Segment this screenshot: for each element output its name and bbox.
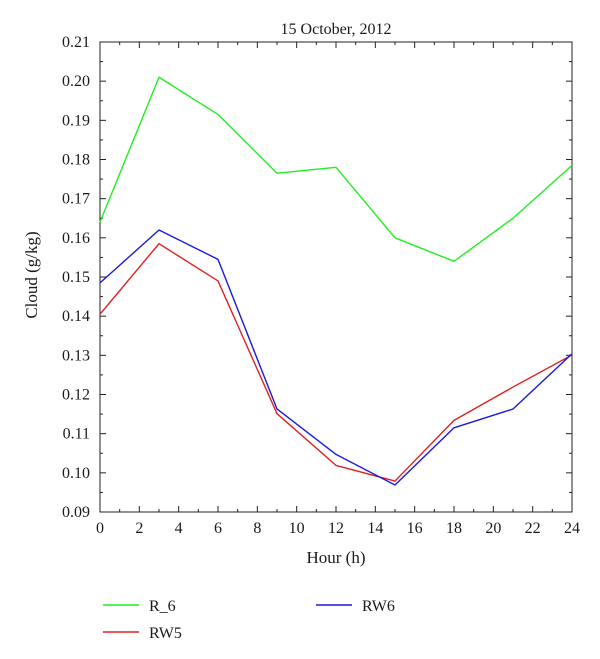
series-line-r-6 <box>99 76 573 263</box>
axes: 0 2 4 6 8 10 12 14 16 18 20 22 240.090.100.110.120.1… <box>62 34 580 537</box>
x-tick-label: 4 <box>175 520 183 537</box>
legend-label-r-6: R_6 <box>149 598 176 615</box>
y-tick-label: 0.11 <box>63 426 90 443</box>
y-tick-label: 0.13 <box>62 347 90 364</box>
y-tick-label: 0.20 <box>62 73 90 90</box>
x-tick-label: 6 <box>214 520 222 537</box>
x-tick-label: 2 <box>135 520 143 537</box>
y-tick-label: 0.15 <box>62 269 90 286</box>
series-line-rw5 <box>99 243 573 482</box>
x-tick-label: 10 <box>289 520 305 537</box>
y-tick-label: 0.14 <box>62 308 90 325</box>
legend-label-rw5: RW5 <box>149 625 182 642</box>
legend-label-rw6: RW6 <box>362 598 395 615</box>
x-tick-label: 12 <box>328 520 344 537</box>
y-tick-label: 0.10 <box>62 465 90 482</box>
series-line-rw6 <box>99 229 573 486</box>
series-lines <box>99 76 573 486</box>
x-tick-label: 22 <box>525 520 541 537</box>
x-tick-label: 24 <box>564 520 580 537</box>
x-axis-label: Hour (h) <box>306 548 365 567</box>
y-tick-label: 0.18 <box>62 152 90 169</box>
x-tick-label: 16 <box>407 520 423 537</box>
y-tick-label: 0.17 <box>62 191 90 208</box>
x-tick-label: 8 <box>253 520 261 537</box>
x-tick-label: 14 <box>367 520 383 537</box>
x-tick-label: 20 <box>485 520 501 537</box>
y-axis-label: Cloud (g/kg) <box>22 231 41 318</box>
x-tick-label: 18 <box>446 520 462 537</box>
x-tick-label: 0 <box>96 520 104 537</box>
chart-title: 15 October, 2012 <box>281 21 392 38</box>
y-tick-label: 0.21 <box>62 34 90 51</box>
y-tick-label: 0.19 <box>62 112 90 129</box>
y-tick-label: 0.09 <box>62 504 90 521</box>
y-tick-label: 0.16 <box>62 230 90 247</box>
plot-frame <box>99 41 573 513</box>
legend: R_6 RW6 RW5 <box>103 598 395 642</box>
y-tick-label: 0.12 <box>62 387 90 404</box>
